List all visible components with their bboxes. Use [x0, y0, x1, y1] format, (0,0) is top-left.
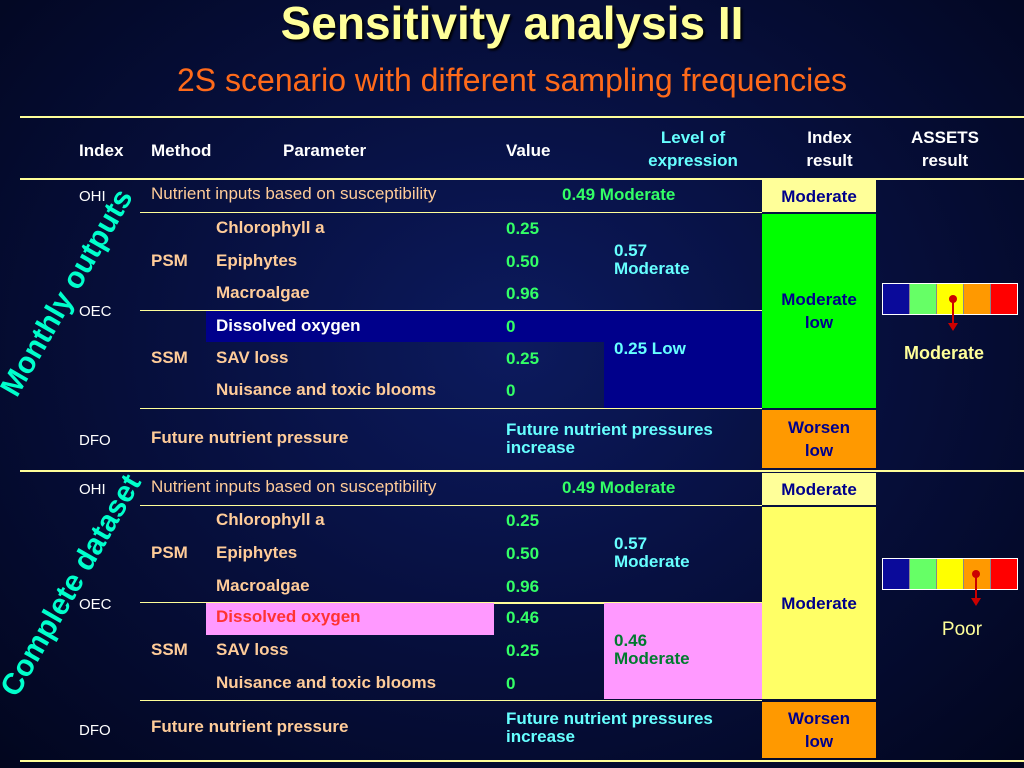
- complete-psm-param-2: Epiphytes: [216, 543, 298, 562]
- complete-oec-result: Moderate: [762, 507, 876, 699]
- complete-ohi-rule: [140, 505, 762, 506]
- scale-cell-green: [910, 559, 937, 589]
- monthly-psm-param-1: Chlorophyll a: [216, 218, 325, 237]
- header-value: Value: [506, 141, 551, 160]
- monthly-psm-value-2: 0.50: [506, 252, 540, 271]
- monthly-ssm-value-1: 0: [506, 317, 516, 336]
- complete-ssm-param-1: Dissolved oxygen: [216, 607, 361, 626]
- monthly-ohi-rule: [140, 212, 762, 213]
- complete-ssm-level: 0.46 Moderate: [614, 631, 690, 668]
- scale-cell-red: [991, 284, 1017, 314]
- monthly-psm-value-3: 0.96: [506, 284, 540, 303]
- monthly-psm-param-3: Macroalgae: [216, 283, 310, 302]
- complete-dfo-param: Future nutrient pressure: [151, 717, 349, 736]
- complete-psm-method: PSM: [151, 543, 188, 562]
- complete-psm-value-3: 0.96: [506, 577, 540, 596]
- monthly-oec-index: OEC: [79, 303, 112, 320]
- monthly-dfo-index: DFO: [79, 432, 111, 449]
- monthly-psm-rule: [140, 310, 762, 311]
- complete-ssm-level-box: [604, 603, 762, 699]
- complete-ssm-param-3: Nuisance and toxic blooms: [216, 673, 437, 692]
- complete-ssm-param-2: SAV loss: [216, 640, 289, 659]
- monthly-ssm-level: 0.25 Low: [614, 339, 686, 358]
- scale-cell-red: [991, 559, 1017, 589]
- monthly-ohi-result: Moderate: [762, 180, 876, 212]
- complete-ssm-value-3: 0: [506, 674, 516, 693]
- complete-psm-rule: [140, 602, 762, 603]
- monthly-dfo-param: Future nutrient pressure: [151, 428, 349, 447]
- monthly-assets-scale: [882, 283, 1018, 315]
- bottom-rule: [20, 760, 1024, 762]
- monthly-ohi-param: Nutrient inputs based on susceptibility: [151, 184, 437, 203]
- complete-psm-param-3: Macroalgae: [216, 576, 310, 595]
- monthly-psm-level: 0.57 Moderate: [614, 241, 690, 278]
- page-subtitle: 2S scenario with different sampling freq…: [177, 62, 847, 98]
- complete-assets-result: Poor: [941, 619, 983, 640]
- monthly-assets-marker: [948, 295, 958, 331]
- complete-dfo-result-text: Worsen low: [787, 709, 851, 751]
- complete-assets-scale: [882, 558, 1018, 590]
- header-top-rule: [20, 116, 1024, 118]
- complete-ohi-index: OHI: [79, 481, 106, 498]
- scale-cell-orange: [964, 284, 991, 314]
- scale-cell-green: [910, 284, 937, 314]
- scale-cell-blue: [883, 559, 910, 589]
- monthly-dfo-result: Worsen low: [762, 410, 876, 468]
- complete-ssm-value-2: 0.25: [506, 641, 540, 660]
- complete-dfo-index: DFO: [79, 722, 111, 739]
- complete-psm-level: 0.57 Moderate: [614, 534, 690, 571]
- header-method: Method: [151, 141, 212, 160]
- monthly-assets-result: Moderate: [903, 343, 984, 363]
- monthly-ohi-index: OHI: [79, 188, 106, 205]
- complete-psm-value-2: 0.50: [506, 544, 540, 563]
- header-assets-result: ASSETS result: [910, 128, 980, 170]
- complete-oec-index: OEC: [79, 596, 112, 613]
- complete-oec-rule: [140, 700, 762, 701]
- complete-dataset-label: Complete dataset: [0, 468, 148, 702]
- complete-ohi-value: 0.49 Moderate: [562, 478, 676, 497]
- complete-ohi-result: Moderate: [762, 473, 876, 505]
- page-title: Sensitivity analysis II: [280, 0, 744, 49]
- complete-psm-value-1: 0.25: [506, 511, 540, 530]
- monthly-do-value-highlight: [494, 311, 604, 342]
- monthly-oec-result: Moderate low: [762, 214, 876, 408]
- header-index-result: Index result: [806, 128, 853, 170]
- monthly-ssm-value-2: 0.25: [506, 349, 540, 368]
- monthly-oec-result-text: Moderate low: [781, 290, 857, 332]
- header-parameter: Parameter: [283, 141, 367, 160]
- monthly-ohi-value: 0.49 Moderate: [562, 185, 676, 204]
- complete-ssm-method: SSM: [151, 640, 188, 659]
- scale-cell-blue: [883, 284, 910, 314]
- monthly-psm-method: PSM: [151, 251, 188, 270]
- scale-cell-yellow: [937, 559, 964, 589]
- monthly-ssm-param-2: SAV loss: [216, 348, 289, 367]
- complete-assets-marker: [971, 570, 981, 606]
- monthly-ssm-method: SSM: [151, 348, 188, 367]
- monthly-dfo-result-text: Worsen low: [787, 418, 851, 460]
- monthly-dfo-value: Future nutrient pressures increase: [506, 420, 713, 457]
- complete-do-value-cell: [494, 603, 604, 636]
- complete-ohi-param: Nutrient inputs based on susceptibility: [151, 477, 437, 496]
- complete-ssm-value-1: 0.46: [506, 608, 540, 627]
- monthly-psm-param-2: Epiphytes: [216, 251, 298, 270]
- header-level: Level of expression: [648, 128, 738, 170]
- monthly-psm-value-1: 0.25: [506, 219, 540, 238]
- complete-dfo-result: Worsen low: [762, 702, 876, 758]
- monthly-ssm-value-3: 0: [506, 381, 516, 400]
- monthly-ssm-param-1: Dissolved oxygen: [216, 316, 361, 335]
- monthly-ssm-level-box: [604, 311, 762, 408]
- header-bottom-rule: [20, 178, 1024, 180]
- header-index: Index: [79, 141, 124, 160]
- complete-oec-result-text: Moderate: [781, 593, 857, 613]
- monthly-do-highlight: [206, 311, 494, 342]
- monthly-oec-rule: [140, 408, 762, 409]
- complete-dfo-value: Future nutrient pressures increase: [506, 709, 713, 746]
- monthly-ssm-param-3: Nuisance and toxic blooms: [216, 380, 437, 399]
- complete-psm-param-1: Chlorophyll a: [216, 510, 325, 529]
- section-separator-rule: [20, 470, 1024, 472]
- complete-do-highlight: [206, 603, 494, 635]
